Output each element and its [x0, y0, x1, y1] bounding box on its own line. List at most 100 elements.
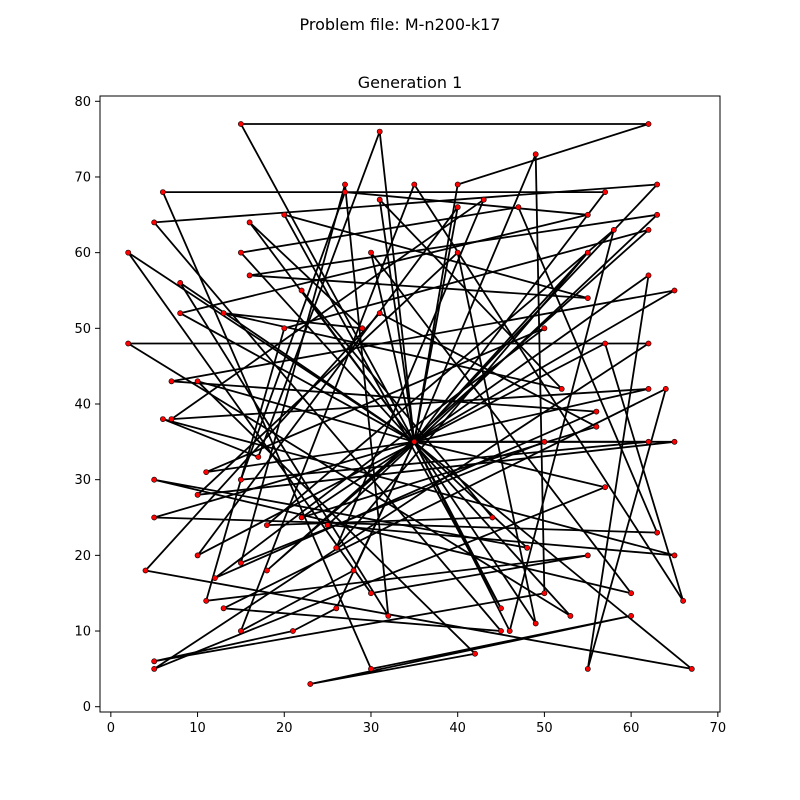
- customer-point: [454, 249, 461, 256]
- customer-point: [472, 650, 478, 657]
- y-tick-label: 20: [74, 549, 91, 564]
- customer-point: [368, 590, 374, 597]
- customer-point: [671, 552, 678, 559]
- customer-point: [151, 219, 158, 226]
- customer-point: [584, 249, 591, 256]
- chart-title: Generation 1: [358, 73, 463, 92]
- customer-point: [602, 340, 608, 347]
- customer-point: [342, 181, 348, 188]
- customer-point: [645, 340, 652, 347]
- customer-point: [194, 378, 201, 385]
- y-tick-label: 70: [74, 170, 91, 185]
- customer-point: [411, 181, 418, 188]
- customer-point: [498, 628, 504, 634]
- customer-point: [368, 666, 374, 672]
- customer-point: [376, 196, 383, 203]
- customer-point: [237, 476, 244, 483]
- y-tick-label: 50: [74, 322, 91, 337]
- customer-point: [194, 491, 201, 498]
- x-tick-label: 20: [276, 721, 293, 736]
- customer-point: [168, 378, 175, 385]
- customer-point: [454, 204, 461, 211]
- customer-point: [342, 189, 348, 195]
- y-tick-label: 40: [74, 398, 91, 413]
- customer-point: [237, 121, 244, 127]
- customer-point: [628, 613, 634, 619]
- customer-point: [255, 454, 262, 460]
- customer-point: [281, 325, 288, 332]
- customer-point: [480, 196, 487, 203]
- customer-point: [307, 681, 314, 687]
- customer-point: [350, 567, 357, 574]
- customer-point: [506, 628, 513, 634]
- plot-area: [125, 121, 695, 687]
- customer-point: [263, 567, 270, 574]
- customer-point: [376, 310, 383, 317]
- customer-point: [151, 666, 158, 672]
- customer-point: [237, 249, 244, 256]
- customer-point: [220, 310, 227, 317]
- customer-point: [454, 181, 461, 188]
- customer-point: [359, 325, 366, 332]
- customer-point: [159, 416, 166, 422]
- customer-point: [298, 514, 305, 521]
- customer-point: [688, 666, 695, 672]
- customer-point: [558, 385, 565, 392]
- customer-point: [298, 287, 305, 294]
- y-tick-label: 0: [83, 700, 91, 715]
- customer-point: [289, 628, 296, 634]
- customer-point: [151, 514, 158, 521]
- customer-point: [645, 385, 652, 392]
- customer-point: [645, 272, 652, 279]
- customer-point: [177, 310, 184, 317]
- y-tick-label: 80: [74, 95, 91, 110]
- customer-point: [654, 529, 660, 536]
- customer-point: [602, 484, 608, 491]
- customer-point: [645, 226, 652, 233]
- customer-point: [151, 476, 158, 483]
- route-line-12: [170, 289, 676, 579]
- customer-point: [567, 613, 574, 619]
- customer-point: [385, 613, 392, 619]
- customer-point: [159, 189, 166, 195]
- customer-point: [211, 575, 218, 581]
- customer-point: [645, 121, 652, 127]
- customer-point: [584, 211, 591, 218]
- customer-point: [237, 628, 244, 634]
- customer-point: [168, 416, 175, 422]
- customer-point: [125, 340, 132, 347]
- customer-point: [602, 189, 608, 195]
- customer-point: [263, 522, 270, 528]
- customer-point: [246, 219, 253, 226]
- customer-point: [203, 469, 210, 475]
- customer-point: [654, 211, 660, 218]
- customer-point: [142, 567, 149, 574]
- customer-point: [628, 590, 634, 597]
- customer-point: [489, 514, 496, 521]
- y-tick-label: 30: [74, 473, 91, 488]
- x-tick-label: 0: [107, 721, 115, 736]
- customer-point: [333, 605, 340, 612]
- figure-suptitle: Problem file: M-n200-k17: [300, 15, 501, 34]
- customer-point: [125, 249, 132, 256]
- customer-point: [584, 666, 591, 672]
- customer-point: [515, 204, 522, 211]
- customer-point: [541, 438, 548, 445]
- customer-point: [532, 620, 539, 627]
- route-line-16: [196, 251, 676, 625]
- customer-point: [671, 438, 678, 445]
- customer-point: [220, 605, 227, 612]
- x-tick-label: 60: [623, 721, 640, 736]
- y-tick-label: 60: [74, 246, 91, 261]
- customer-point: [593, 423, 600, 430]
- customer-point: [680, 597, 686, 604]
- customer-point: [541, 590, 548, 597]
- customer-point: [662, 385, 669, 392]
- customer-point: [654, 181, 660, 188]
- customer-point: [151, 658, 158, 665]
- customer-point: [584, 295, 591, 301]
- y-axis: 0 10 20 30 40 50 60 70 80: [74, 95, 100, 715]
- customer-point: [194, 552, 201, 559]
